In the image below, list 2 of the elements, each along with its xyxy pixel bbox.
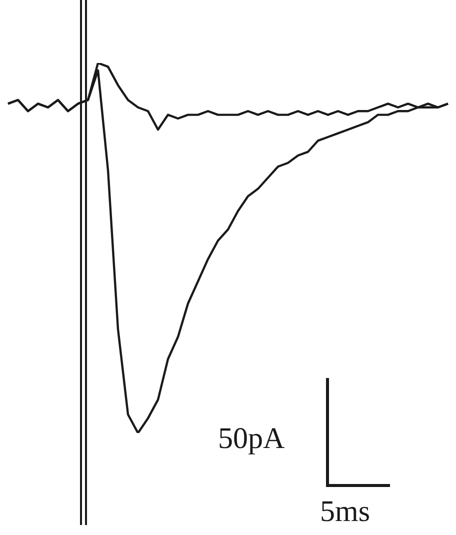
text: 5ms <box>320 495 370 528</box>
annotation: 50pA <box>218 422 285 455</box>
